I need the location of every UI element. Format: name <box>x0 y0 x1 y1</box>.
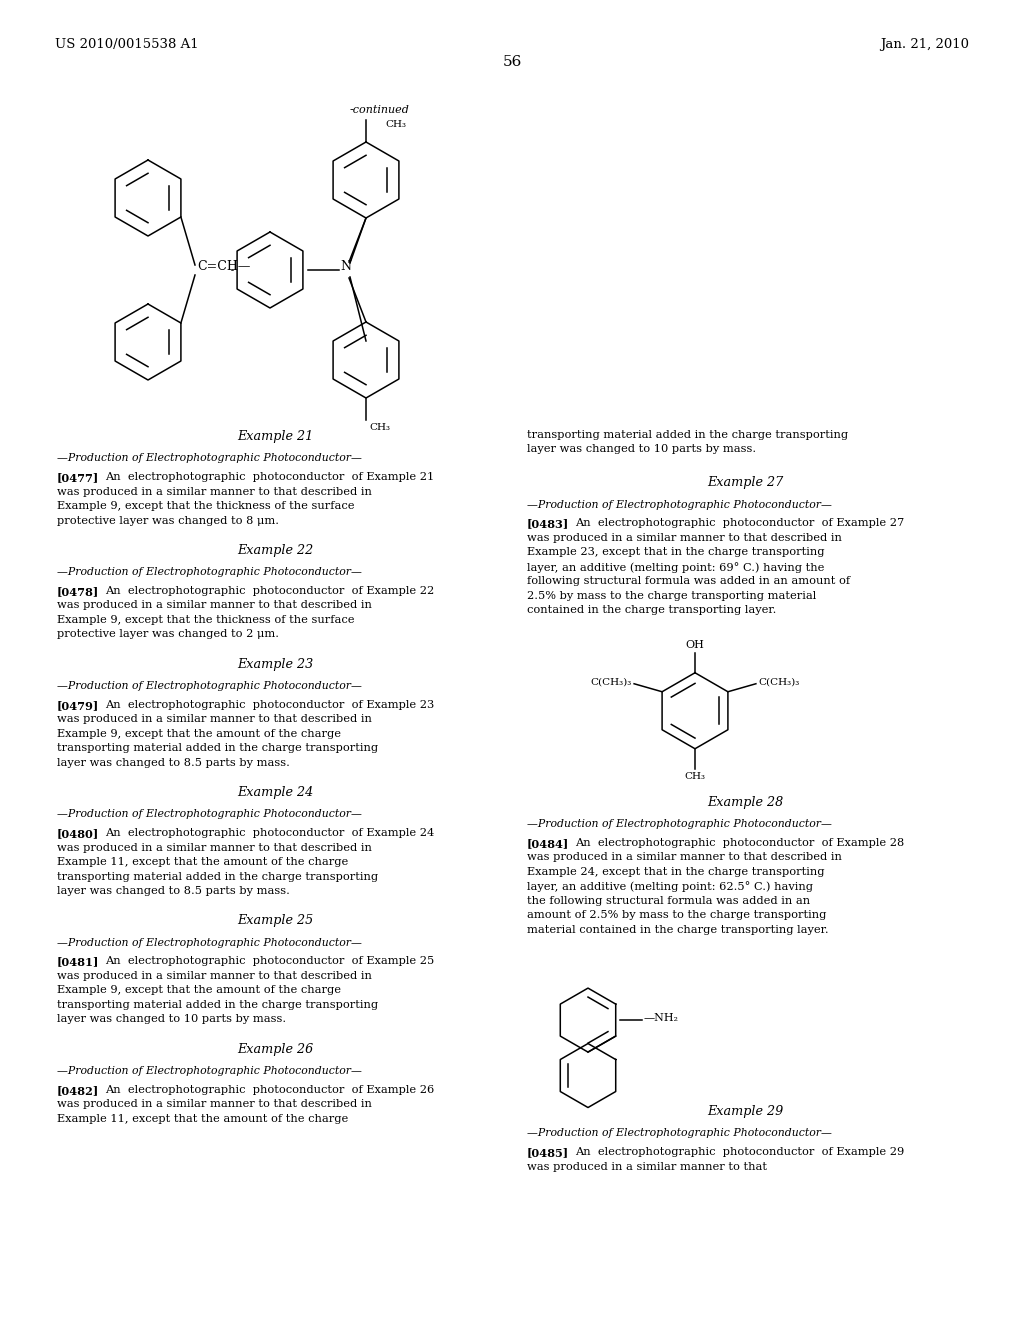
Text: —Production of Electrophotographic Photoconductor—: —Production of Electrophotographic Photo… <box>527 818 831 829</box>
Text: CH₃: CH₃ <box>684 772 706 780</box>
Text: following structural formula was added in an amount of: following structural formula was added i… <box>527 577 850 586</box>
Text: layer was changed to 10 parts by mass.: layer was changed to 10 parts by mass. <box>57 1015 286 1024</box>
Text: C(CH₃)₃: C(CH₃)₃ <box>758 677 799 686</box>
Text: was produced in a similar manner to that described in: was produced in a similar manner to that… <box>57 714 372 725</box>
Text: was produced in a similar manner to that described in: was produced in a similar manner to that… <box>527 533 842 543</box>
Text: —Production of Electrophotographic Photoconductor—: —Production of Electrophotographic Photo… <box>57 1067 361 1076</box>
Text: Example 26: Example 26 <box>237 1043 313 1056</box>
Text: CH₃: CH₃ <box>385 120 406 129</box>
Text: [0485]: [0485] <box>527 1147 569 1158</box>
Text: layer was changed to 8.5 parts by mass.: layer was changed to 8.5 parts by mass. <box>57 886 290 896</box>
Text: [0480]: [0480] <box>57 828 99 840</box>
Text: layer was changed to 8.5 parts by mass.: layer was changed to 8.5 parts by mass. <box>57 758 290 768</box>
Text: Example 23: Example 23 <box>237 657 313 671</box>
Text: was produced in a similar manner to that described in: was produced in a similar manner to that… <box>527 853 842 862</box>
Text: —Production of Electrophotographic Photoconductor—: —Production of Electrophotographic Photo… <box>57 681 361 690</box>
Text: was produced in a similar manner to that described in: was produced in a similar manner to that… <box>57 972 372 981</box>
Text: Example 21: Example 21 <box>237 430 313 444</box>
Text: layer, an additive (melting point: 69° C.) having the: layer, an additive (melting point: 69° C… <box>527 562 824 573</box>
Text: transporting material added in the charge transporting: transporting material added in the charg… <box>57 743 378 754</box>
Text: An  electrophotographic  photoconductor  of Example 29: An electrophotographic photoconductor of… <box>575 1147 904 1158</box>
Text: was produced in a similar manner to that described in: was produced in a similar manner to that… <box>57 1100 372 1109</box>
Text: C=CH—: C=CH— <box>197 260 251 272</box>
Text: Example 9, except that the amount of the charge: Example 9, except that the amount of the… <box>57 986 341 995</box>
Text: the following structural formula was added in an: the following structural formula was add… <box>527 896 810 906</box>
Text: Example 24, except that in the charge transporting: Example 24, except that in the charge tr… <box>527 867 824 876</box>
Text: [0478]: [0478] <box>57 586 99 597</box>
Text: was produced in a similar manner to that described in: was produced in a similar manner to that… <box>57 842 372 853</box>
Text: 56: 56 <box>503 55 521 69</box>
Text: An  electrophotographic  photoconductor  of Example 23: An electrophotographic photoconductor of… <box>105 700 434 710</box>
Text: Example 24: Example 24 <box>237 785 313 799</box>
Text: was produced in a similar manner to that described in: was produced in a similar manner to that… <box>57 487 372 496</box>
Text: —Production of Electrophotographic Photoconductor—: —Production of Electrophotographic Photo… <box>57 568 361 577</box>
Text: transporting material added in the charge transporting: transporting material added in the charg… <box>527 430 848 440</box>
Text: [0483]: [0483] <box>527 519 569 529</box>
Text: —Production of Electrophotographic Photoconductor—: —Production of Electrophotographic Photo… <box>527 499 831 510</box>
Text: —Production of Electrophotographic Photoconductor—: —Production of Electrophotographic Photo… <box>57 937 361 948</box>
Text: [0484]: [0484] <box>527 838 569 849</box>
Text: —NH₂: —NH₂ <box>644 1014 679 1023</box>
Text: 2.5% by mass to the charge transporting material: 2.5% by mass to the charge transporting … <box>527 591 816 601</box>
Text: was produced in a similar manner to that described in: was produced in a similar manner to that… <box>57 601 372 610</box>
Text: Example 27: Example 27 <box>707 477 783 490</box>
Text: transporting material added in the charge transporting: transporting material added in the charg… <box>57 871 378 882</box>
Text: amount of 2.5% by mass to the charge transporting: amount of 2.5% by mass to the charge tra… <box>527 911 826 920</box>
Text: Jan. 21, 2010: Jan. 21, 2010 <box>880 38 969 51</box>
Text: [0477]: [0477] <box>57 473 99 483</box>
Text: An  electrophotographic  photoconductor  of Example 27: An electrophotographic photoconductor of… <box>575 519 904 528</box>
Text: An  electrophotographic  photoconductor  of Example 25: An electrophotographic photoconductor of… <box>105 957 434 966</box>
Text: [0481]: [0481] <box>57 957 99 968</box>
Text: Example 22: Example 22 <box>237 544 313 557</box>
Text: transporting material added in the charge transporting: transporting material added in the charg… <box>57 1001 378 1010</box>
Text: —Production of Electrophotographic Photoconductor—: —Production of Electrophotographic Photo… <box>57 453 361 463</box>
Text: Example 11, except that the amount of the charge: Example 11, except that the amount of th… <box>57 857 348 867</box>
Text: —Production of Electrophotographic Photoconductor—: —Production of Electrophotographic Photo… <box>57 809 361 820</box>
Text: Example 29: Example 29 <box>707 1105 783 1118</box>
Text: An  electrophotographic  photoconductor  of Example 21: An electrophotographic photoconductor of… <box>105 473 434 482</box>
Text: Example 9, except that the thickness of the surface: Example 9, except that the thickness of … <box>57 502 354 511</box>
Text: US 2010/0015538 A1: US 2010/0015538 A1 <box>55 38 199 51</box>
Text: protective layer was changed to 8 μm.: protective layer was changed to 8 μm. <box>57 516 279 525</box>
Text: An  electrophotographic  photoconductor  of Example 22: An electrophotographic photoconductor of… <box>105 586 434 595</box>
Text: Example 25: Example 25 <box>237 915 313 928</box>
Text: Example 11, except that the amount of the charge: Example 11, except that the amount of th… <box>57 1114 348 1123</box>
Text: OH: OH <box>685 640 705 649</box>
Text: [0479]: [0479] <box>57 700 99 710</box>
Text: protective layer was changed to 2 μm.: protective layer was changed to 2 μm. <box>57 630 279 639</box>
Text: An  electrophotographic  photoconductor  of Example 28: An electrophotographic photoconductor of… <box>575 838 904 847</box>
Text: C(CH₃)₃: C(CH₃)₃ <box>591 677 632 686</box>
Text: Example 9, except that the thickness of the surface: Example 9, except that the thickness of … <box>57 615 354 624</box>
Text: Example 28: Example 28 <box>707 796 783 809</box>
Text: was produced in a similar manner to that: was produced in a similar manner to that <box>527 1162 767 1172</box>
Text: -continued: -continued <box>350 106 410 115</box>
Text: N: N <box>341 260 351 273</box>
Text: An  electrophotographic  photoconductor  of Example 26: An electrophotographic photoconductor of… <box>105 1085 434 1094</box>
Text: [0482]: [0482] <box>57 1085 99 1096</box>
Text: material contained in the charge transporting layer.: material contained in the charge transpo… <box>527 925 828 935</box>
Text: CH₃: CH₃ <box>369 422 390 432</box>
Text: An  electrophotographic  photoconductor  of Example 24: An electrophotographic photoconductor of… <box>105 828 434 838</box>
Text: contained in the charge transporting layer.: contained in the charge transporting lay… <box>527 606 776 615</box>
Text: Example 23, except that in the charge transporting: Example 23, except that in the charge tr… <box>527 548 824 557</box>
Text: —Production of Electrophotographic Photoconductor—: —Production of Electrophotographic Photo… <box>527 1129 831 1138</box>
Text: layer, an additive (melting point: 62.5° C.) having: layer, an additive (melting point: 62.5°… <box>527 882 813 892</box>
Text: layer was changed to 10 parts by mass.: layer was changed to 10 parts by mass. <box>527 445 756 454</box>
Text: Example 9, except that the amount of the charge: Example 9, except that the amount of the… <box>57 729 341 739</box>
